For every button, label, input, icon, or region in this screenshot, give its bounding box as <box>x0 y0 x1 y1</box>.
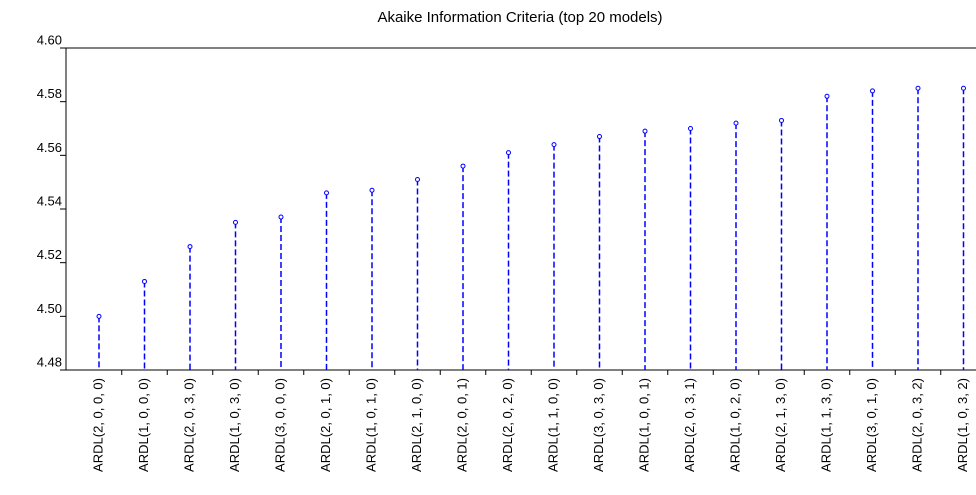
stem-marker <box>233 219 238 225</box>
stem-marker <box>96 313 102 319</box>
y-tick-label: 4.58 <box>37 86 62 101</box>
stem-marker <box>278 214 284 220</box>
x-tick-label: ARDL(1, 0, 2, 0) <box>727 378 742 472</box>
chart-title: Akaike Information Criteria (top 20 mode… <box>377 9 662 26</box>
stem-marker <box>824 93 830 99</box>
x-tick-label: ARDL(3, 0, 1, 0) <box>864 378 879 472</box>
x-tick-label: ARDL(3, 0, 0, 0) <box>272 378 287 472</box>
y-tick-label: 4.48 <box>37 354 62 369</box>
stem-marker <box>415 176 420 182</box>
stem-marker <box>551 142 557 148</box>
x-tick-label: ARDL(2, 0, 0, 0) <box>90 378 105 472</box>
x-tick-label: ARDL(2, 0, 2, 0) <box>500 378 515 472</box>
stem-marker <box>369 187 375 193</box>
stem-marker <box>506 150 511 156</box>
stem-marker <box>324 190 329 196</box>
stem-marker <box>460 163 466 169</box>
stem-marker <box>870 88 875 94</box>
y-tick-label: 4.56 <box>37 140 62 155</box>
y-tick-label: 4.50 <box>37 301 62 316</box>
x-tick-label: ARDL(2, 1, 0, 0) <box>409 378 424 472</box>
y-tick-label: 4.60 <box>37 32 62 47</box>
x-tick-label: ARDL(1, 1, 3, 0) <box>818 378 833 472</box>
y-tick-label: 4.52 <box>37 247 62 262</box>
stem-marker <box>961 85 966 91</box>
x-tick-label: ARDL(1, 0, 0, 0) <box>136 378 151 472</box>
stem-marker <box>597 134 602 140</box>
x-tick-label: ARDL(2, 0, 1, 0) <box>318 378 333 472</box>
x-tick-label: ARDL(2, 0, 3, 2) <box>909 378 924 472</box>
stem-marker <box>142 278 147 284</box>
x-tick-label: ARDL(2, 1, 3, 0) <box>773 378 788 472</box>
x-tick-label: ARDL(2, 0, 3, 0) <box>181 378 196 472</box>
stem-marker <box>915 85 921 91</box>
x-tick-label: ARDL(2, 0, 3, 1) <box>682 378 697 472</box>
stem-marker <box>779 117 784 123</box>
x-tick-label: ARDL(1, 0, 3, 0) <box>227 378 242 472</box>
x-tick-label: ARDL(3, 0, 3, 0) <box>591 378 606 472</box>
stem-marker <box>733 120 739 126</box>
stem-marker <box>642 128 648 134</box>
stem-marker <box>688 126 693 131</box>
y-tick-label: 4.54 <box>37 193 62 208</box>
x-tick-label: ARDL(1, 0, 0, 1) <box>636 378 651 472</box>
x-tick-label: ARDL(2, 0, 0, 1) <box>454 378 469 472</box>
x-tick-label: ARDL(1, 0, 1, 0) <box>363 378 378 472</box>
x-tick-label: ARDL(1, 1, 0, 0) <box>545 378 560 472</box>
x-tick-label: ARDL(1, 0, 3, 2) <box>955 378 970 472</box>
stem-marker <box>187 244 193 250</box>
